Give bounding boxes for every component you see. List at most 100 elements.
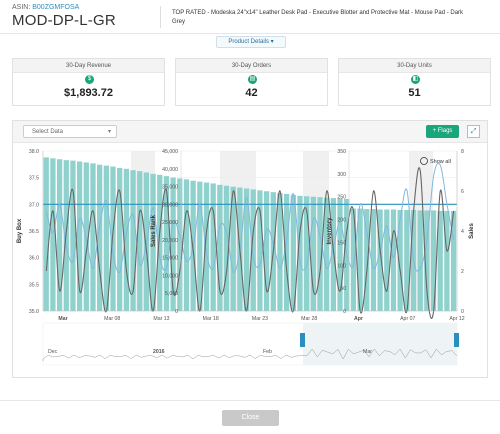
sales-rank-tick: 15,000	[162, 256, 178, 262]
dollar-icon: $	[85, 75, 94, 84]
flags-button[interactable]: + Flags	[426, 125, 459, 138]
inventory-bar	[263, 191, 270, 311]
zoom-out-icon	[420, 157, 428, 165]
asin-link[interactable]: B00ZGMFOSA	[32, 4, 80, 11]
inventory-bar	[290, 194, 296, 311]
expand-icon[interactable]: ⤢	[467, 125, 480, 138]
buy-box-tick: 38.0	[29, 149, 39, 155]
inventory-bar	[217, 184, 223, 311]
x-tick: Apr	[354, 316, 363, 322]
metric-label: 30-Day Orders	[176, 59, 327, 73]
inventory-bar	[304, 196, 310, 311]
inventory-bar	[337, 198, 343, 311]
select-data-dropdown[interactable]: Select Data ▾	[23, 125, 117, 138]
product-details-button[interactable]: Product Details ▾	[216, 36, 286, 48]
inventory-bar	[277, 193, 283, 311]
metric-value: 51	[408, 87, 421, 99]
header-divider	[160, 6, 161, 28]
select-placeholder: Select Data	[32, 129, 64, 135]
inventory-bar	[437, 210, 443, 311]
sales-rank-tick: 30,000	[162, 202, 178, 208]
sales-tick: 2	[461, 269, 464, 275]
sales-rank-tick: 20,000	[162, 238, 178, 244]
inventory-bar	[123, 168, 130, 311]
inventory-bar	[103, 165, 109, 311]
inventory-bar	[324, 197, 330, 311]
inventory-bar	[137, 171, 143, 311]
metric-label: 30-Day Revenue	[13, 59, 164, 73]
inventory-bar	[357, 208, 363, 311]
sales-tick: 0	[461, 309, 464, 315]
inventory-bar	[90, 163, 96, 311]
sales-axis-title: Sales	[469, 223, 475, 239]
buy-box-tick: 35.0	[29, 309, 39, 315]
sales-rank-tick: 0	[175, 309, 178, 315]
inventory-bar	[110, 166, 116, 311]
sales-tick: 6	[461, 189, 464, 195]
x-tick: Mar 18	[203, 316, 219, 322]
metric-label: 30-Day Units	[339, 59, 490, 73]
inventory-bar	[404, 209, 410, 311]
inventory-tick: 300	[337, 172, 346, 178]
inventory-bar	[370, 209, 377, 311]
footer-divider	[0, 400, 500, 401]
sales-rank-tick: 35,000	[162, 185, 178, 191]
inventory-bar	[297, 195, 303, 311]
orders-icon: ▤	[248, 75, 257, 84]
inventory-bar	[170, 177, 176, 311]
inventory-bar	[203, 182, 210, 311]
navigator-tick: Feb	[263, 349, 272, 355]
inventory-tick: 200	[337, 218, 346, 224]
chevron-down-icon: ▾	[107, 129, 111, 135]
sales-rank-tick: 45,000	[162, 149, 178, 155]
metric-units: 30-Day Units ◧ 51	[338, 58, 491, 106]
sales-tick: 4	[461, 229, 464, 235]
metric-revenue: 30-Day Revenue $ $1,893.72	[12, 58, 165, 106]
inventory-bar	[70, 160, 76, 311]
inventory-tick: 0	[343, 309, 346, 315]
inventory-tick: 250	[337, 195, 346, 201]
inventory-tick: 50	[340, 286, 346, 292]
asin-label: ASIN:	[12, 4, 31, 11]
inventory-bar	[183, 179, 190, 311]
close-button[interactable]: Close	[222, 410, 279, 426]
header: ASIN: B00ZGMFOSA MOD-DP-L-GR TOP RATED -…	[0, 0, 500, 34]
inventory-bar	[223, 185, 230, 311]
show-all-link: Show all	[430, 159, 451, 165]
sales-rank-tick: 40,000	[162, 167, 178, 173]
x-tick: Apr 12	[449, 316, 464, 322]
inventory-bar	[97, 164, 103, 311]
chart-toolbar: Select Data ▾ + Flags ⤢	[13, 121, 487, 143]
product-title: TOP RATED - Modeska 24"x14" Leather Desk…	[172, 10, 464, 25]
inventory-bar	[243, 188, 250, 311]
inventory-tick: 100	[337, 263, 346, 269]
inventory-tick: 350	[337, 149, 346, 155]
inventory-bar	[197, 181, 203, 311]
inventory-bar	[157, 174, 163, 311]
inventory-bar	[150, 173, 156, 311]
navigator-line	[42, 348, 458, 361]
inventory-bar	[384, 209, 390, 311]
inventory-bar	[364, 209, 370, 311]
metric-value: 42	[245, 87, 258, 99]
inventory-bar	[283, 193, 290, 311]
inventory-bar	[230, 186, 236, 311]
sales-rank-axis-title: Sales Rank	[151, 214, 157, 247]
inventory-bar	[317, 197, 323, 311]
inventory-bar	[310, 196, 316, 311]
inventory-bar	[50, 158, 56, 311]
navigator-tick: Dec	[48, 349, 58, 355]
navigator-selection	[303, 323, 457, 365]
navigator-tick: 2016	[153, 349, 165, 355]
inventory-bar	[377, 209, 383, 311]
inventory-bar	[350, 208, 357, 311]
navigator-handle-left	[300, 333, 305, 347]
buy-box-tick: 35.5	[29, 282, 39, 288]
sales-line	[45, 167, 455, 319]
inventory-bar	[417, 210, 423, 311]
inventory-bar	[450, 210, 457, 311]
chart-panel: Select Data ▾ + Flags ⤢ 38.0 37.5 37.0 36.5…	[12, 120, 488, 378]
inventory-axis-title: Inventory	[327, 217, 333, 245]
x-tick: Mar 08	[104, 316, 120, 322]
inventory-bar	[444, 210, 450, 311]
